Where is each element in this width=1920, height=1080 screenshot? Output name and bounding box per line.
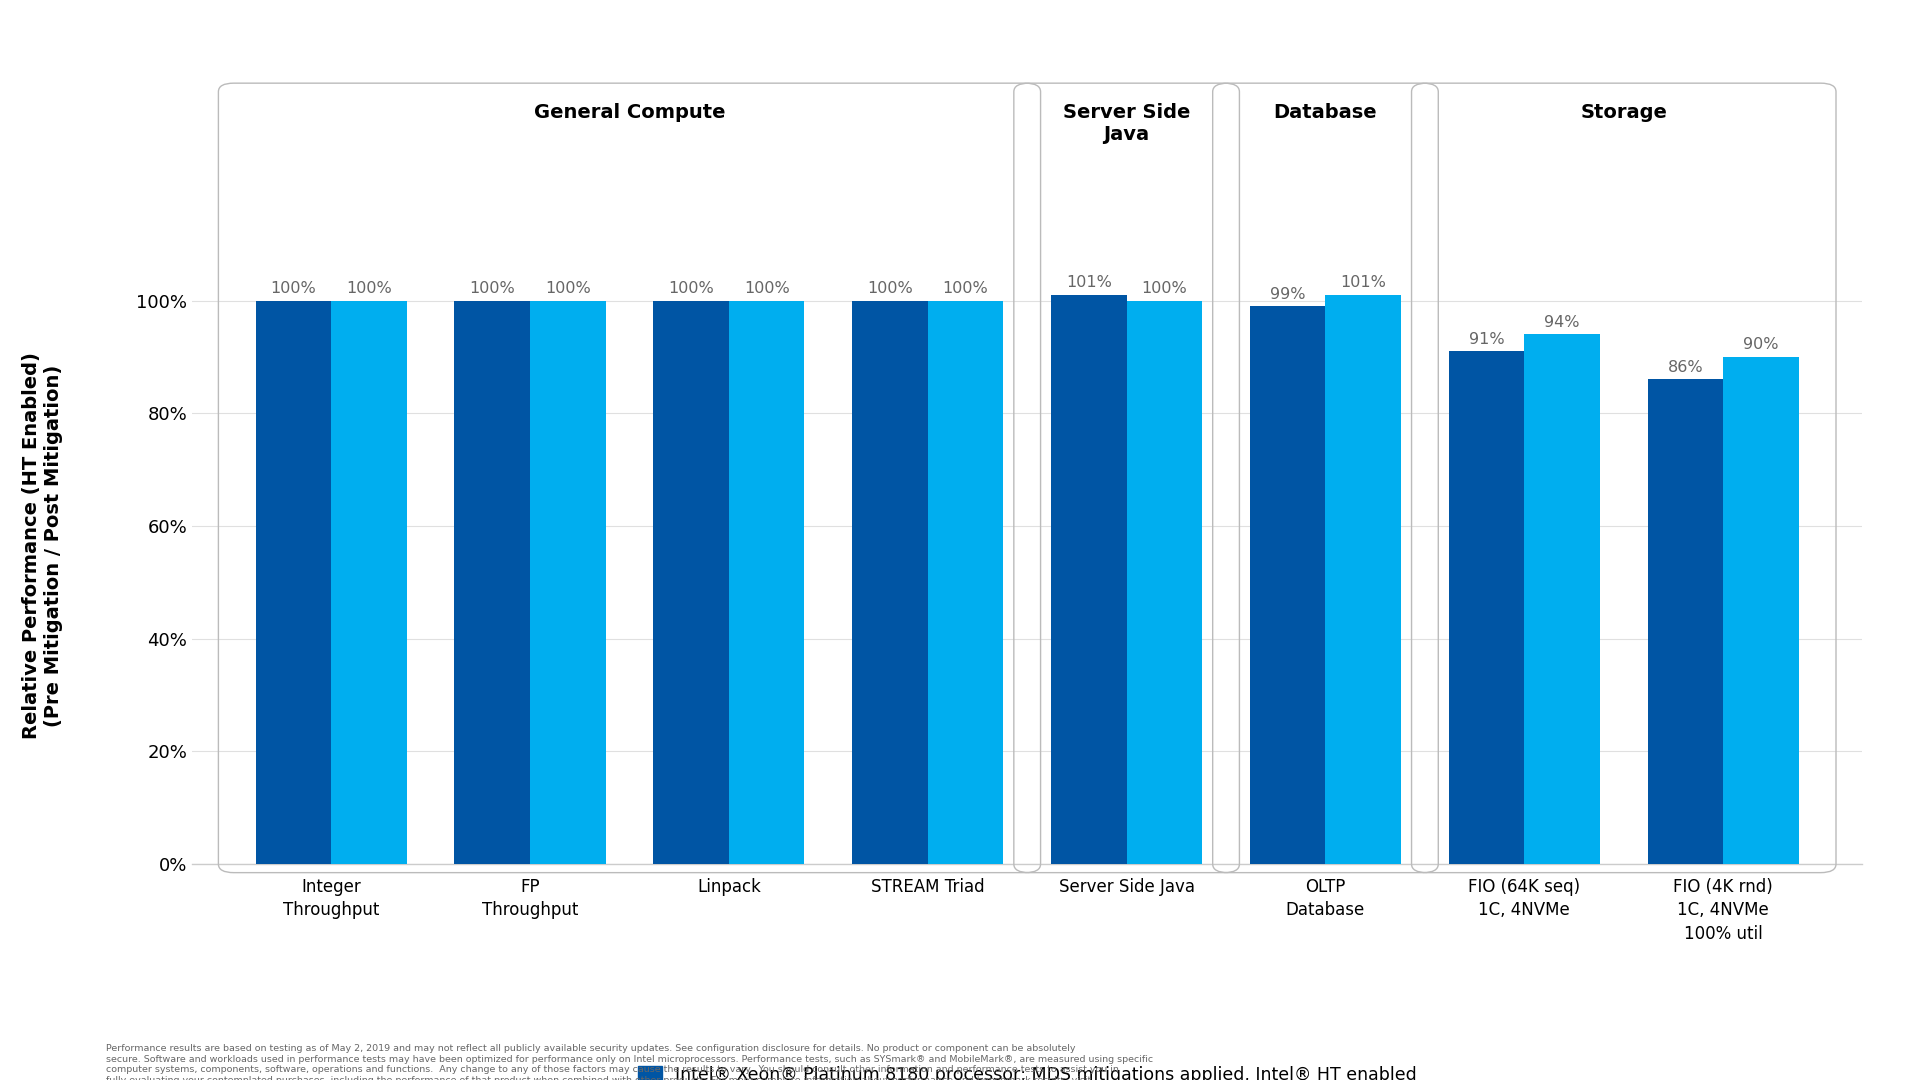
Text: 100%: 100% (468, 281, 515, 296)
Bar (1250, 306, 1325, 864)
Text: 90%: 90% (1743, 337, 1778, 352)
Text: 100%: 100% (668, 281, 714, 296)
Text: 100%: 100% (743, 281, 789, 296)
Bar (1647, 379, 1722, 864)
Text: Database: Database (1273, 103, 1377, 122)
Bar (1722, 356, 1799, 864)
Bar (1325, 295, 1402, 864)
Text: 100%: 100% (868, 281, 912, 296)
Text: 100%: 100% (943, 281, 989, 296)
Text: 94%: 94% (1544, 315, 1580, 329)
Text: 86%: 86% (1668, 360, 1703, 375)
Text: General Compute: General Compute (534, 103, 726, 122)
Text: Server Side
Java: Server Side Java (1064, 103, 1190, 144)
Bar (653, 300, 730, 864)
Bar (455, 300, 530, 864)
Text: 101%: 101% (1066, 275, 1112, 291)
Bar (1450, 351, 1524, 864)
Bar (1050, 295, 1127, 864)
Bar (852, 300, 927, 864)
Bar (927, 300, 1004, 864)
Text: Storage: Storage (1580, 103, 1667, 122)
Text: Relative Performance (HT Enabled)
(Pre Mitigation / Post Mitigation): Relative Performance (HT Enabled) (Pre M… (21, 352, 63, 739)
Bar (530, 300, 605, 864)
Bar (330, 300, 407, 864)
Text: 100%: 100% (1142, 281, 1187, 296)
Text: 91%: 91% (1469, 332, 1505, 347)
Text: 100%: 100% (346, 281, 392, 296)
Text: 100%: 100% (545, 281, 591, 296)
Bar (255, 300, 330, 864)
Text: Performance results are based on testing as of May 2, 2019 and may not reflect a: Performance results are based on testing… (106, 1044, 1152, 1080)
Legend: Intel® Xeon® Platinum 8180 processor; MDS mitigations applied, Intel® HT enabled: Intel® Xeon® Platinum 8180 processor; MD… (630, 1057, 1425, 1080)
Text: 99%: 99% (1269, 286, 1306, 301)
Bar (1524, 335, 1599, 864)
Bar (730, 300, 804, 864)
Text: 100%: 100% (271, 281, 317, 296)
Text: 101%: 101% (1340, 275, 1386, 291)
Bar (1127, 300, 1202, 864)
